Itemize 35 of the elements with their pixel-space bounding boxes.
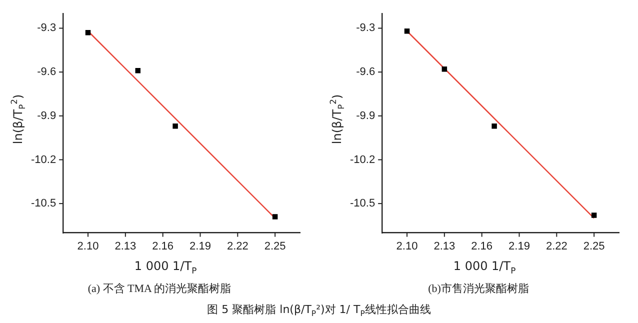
- x-tick-label: 2.10: [396, 240, 418, 252]
- y-tick-label: -9.6: [37, 66, 56, 78]
- y-tick-label: -9.9: [356, 110, 376, 122]
- x-tick-label: 2.22: [546, 240, 568, 252]
- x-tick-label: 2.13: [434, 240, 456, 252]
- x-tick-label: 2.25: [583, 240, 605, 252]
- x-axis-title: 1 000 1/T$_{P}$: [133, 259, 198, 276]
- text: (a) 不含 TMA 的消光聚酯树脂: [86, 282, 232, 296]
- point: [492, 124, 497, 129]
- point: [442, 66, 448, 72]
- y-tick-label: -9.3: [356, 22, 376, 34]
- y-tick-label: -10.2: [30, 154, 56, 166]
- y-tick-label: -9.6: [356, 66, 376, 78]
- x-tick-label: 2.13: [114, 240, 136, 252]
- y-tick-label: -10.5: [350, 198, 376, 210]
- y-tick-label: -9.3: [37, 22, 56, 34]
- point: [272, 214, 278, 220]
- text: (b)市售消光聚酯树脂: [427, 282, 530, 296]
- point: [404, 28, 410, 34]
- x-tick-label: 2.16: [471, 240, 493, 252]
- y-tick-label: -9.9: [37, 110, 56, 122]
- x-tick-label: 2.16: [152, 240, 174, 252]
- x-tick-label: 2.25: [264, 240, 286, 252]
- x-tick-label: 2.10: [77, 240, 99, 252]
- point: [135, 68, 141, 74]
- point: [591, 212, 597, 218]
- x-axis-title: 1 000 1/T$_{P}$: [452, 259, 517, 276]
- x-tick-label: 2.19: [508, 240, 530, 252]
- point: [172, 124, 178, 129]
- caption: 图 5 聚酯树脂 ln(β/T$_{P}$²)对 1/ T$_{P}$线性拟合曲线: [206, 302, 432, 318]
- point: [85, 30, 91, 36]
- x-tick-label: 2.22: [226, 240, 248, 252]
- x-tick-label: 2.19: [190, 240, 211, 252]
- y-tick-label: -10.2: [350, 154, 376, 166]
- y-tick-label: -10.5: [30, 198, 56, 210]
